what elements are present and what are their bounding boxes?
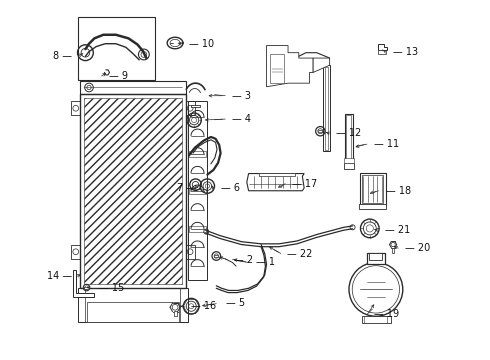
Text: — 13: — 13	[393, 46, 418, 57]
Bar	[190, 189, 205, 194]
Text: — 5: — 5	[226, 298, 245, 308]
Bar	[259, 173, 295, 176]
Bar	[343, 158, 354, 163]
Text: — 9: — 9	[109, 71, 128, 81]
Bar	[78, 288, 188, 321]
Bar	[362, 175, 383, 203]
Text: — 12: — 12	[337, 129, 362, 138]
Circle shape	[349, 262, 403, 316]
Bar	[346, 116, 351, 162]
Bar	[270, 54, 285, 83]
Bar	[186, 244, 195, 259]
Bar	[214, 255, 219, 257]
Text: — 21: — 21	[385, 225, 410, 235]
Bar	[369, 253, 382, 260]
Text: — 19: — 19	[374, 310, 399, 319]
Bar	[84, 98, 182, 284]
Text: — 10: — 10	[190, 39, 215, 49]
Bar	[343, 163, 354, 169]
Bar	[325, 67, 328, 149]
Bar	[71, 244, 80, 259]
Bar	[323, 65, 330, 151]
Polygon shape	[191, 105, 200, 107]
Polygon shape	[267, 45, 313, 87]
Text: — 15: — 15	[98, 283, 124, 293]
Bar	[80, 81, 186, 94]
Text: 14 —: 14 —	[47, 271, 72, 281]
Bar	[362, 316, 391, 323]
Bar	[190, 226, 205, 231]
Bar	[188, 101, 207, 280]
Polygon shape	[73, 270, 95, 297]
Polygon shape	[378, 44, 387, 50]
Bar	[186, 101, 195, 116]
Bar	[80, 94, 186, 288]
Bar	[173, 311, 176, 316]
Text: — 20: — 20	[405, 243, 431, 253]
Bar	[360, 173, 386, 205]
Text: 7 —: 7 —	[177, 183, 196, 193]
Circle shape	[361, 219, 379, 238]
Polygon shape	[247, 174, 304, 191]
Bar	[87, 302, 179, 321]
Bar	[78, 17, 155, 80]
Bar	[190, 151, 205, 157]
Text: 8 —: 8 —	[53, 51, 72, 61]
Text: — 1: — 1	[256, 257, 275, 267]
Polygon shape	[313, 58, 330, 72]
Text: — 4: — 4	[232, 114, 251, 124]
Bar	[392, 248, 394, 253]
Text: — 16: — 16	[191, 301, 216, 311]
Bar	[84, 287, 89, 289]
Text: — 3: — 3	[232, 91, 251, 101]
Bar	[367, 253, 385, 264]
Text: — 17: — 17	[292, 179, 317, 189]
Bar	[378, 50, 386, 54]
Bar	[359, 204, 386, 210]
Bar	[344, 114, 353, 164]
Bar	[318, 130, 322, 132]
Text: — 11: — 11	[374, 139, 399, 149]
Text: — 6: — 6	[220, 183, 240, 193]
Bar	[71, 101, 80, 116]
Text: — 2: — 2	[234, 255, 253, 265]
Text: — 18: — 18	[386, 186, 411, 196]
Text: — 22: — 22	[287, 248, 313, 258]
